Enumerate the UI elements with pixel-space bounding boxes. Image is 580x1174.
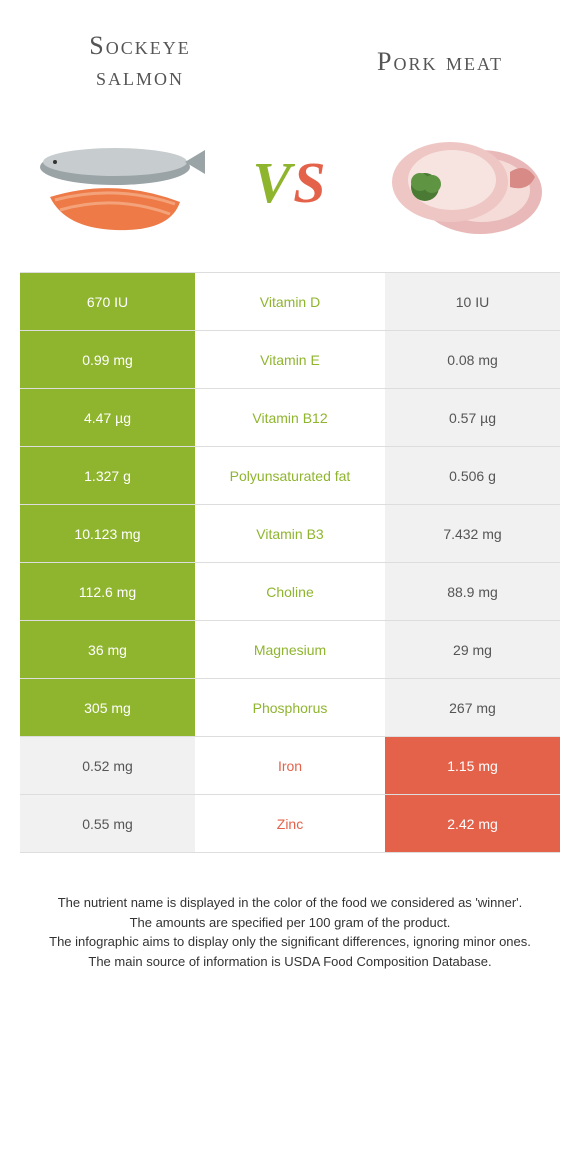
cell-left-value: 305 mg bbox=[20, 679, 195, 736]
table-row: 0.55 mgZinc2.42 mg bbox=[20, 795, 560, 853]
cell-nutrient-name: Zinc bbox=[195, 795, 385, 852]
cell-nutrient-name: Vitamin B3 bbox=[195, 505, 385, 562]
cell-left-value: 10.123 mg bbox=[20, 505, 195, 562]
cell-left-value: 0.55 mg bbox=[20, 795, 195, 852]
table-row: 36 mgMagnesium29 mg bbox=[20, 621, 560, 679]
cell-right-value: 10 IU bbox=[385, 273, 560, 330]
cell-nutrient-name: Magnesium bbox=[195, 621, 385, 678]
food-title-left: Sockeye salmon bbox=[50, 30, 230, 92]
cell-right-value: 0.506 g bbox=[385, 447, 560, 504]
cell-right-value: 267 mg bbox=[385, 679, 560, 736]
vs-v: V bbox=[253, 150, 294, 215]
food-image-right bbox=[370, 122, 560, 242]
table-row: 670 IUVitamin D10 IU bbox=[20, 273, 560, 331]
cell-nutrient-name: Choline bbox=[195, 563, 385, 620]
cell-right-value: 1.15 mg bbox=[385, 737, 560, 794]
cell-right-value: 0.08 mg bbox=[385, 331, 560, 388]
cell-nutrient-name: Polyunsaturated fat bbox=[195, 447, 385, 504]
cell-left-value: 1.327 g bbox=[20, 447, 195, 504]
table-row: 0.52 mgIron1.15 mg bbox=[20, 737, 560, 795]
cell-right-value: 88.9 mg bbox=[385, 563, 560, 620]
footer-line: The main source of information is USDA F… bbox=[40, 952, 540, 972]
nutrient-table: 670 IUVitamin D10 IU0.99 mgVitamin E0.08… bbox=[20, 272, 560, 853]
cell-left-value: 112.6 mg bbox=[20, 563, 195, 620]
cell-right-value: 0.57 µg bbox=[385, 389, 560, 446]
table-row: 1.327 gPolyunsaturated fat0.506 g bbox=[20, 447, 560, 505]
table-row: 4.47 µgVitamin B120.57 µg bbox=[20, 389, 560, 447]
cell-nutrient-name: Vitamin B12 bbox=[195, 389, 385, 446]
header: Sockeye salmon Pork meat bbox=[0, 0, 580, 112]
cell-left-value: 0.52 mg bbox=[20, 737, 195, 794]
cell-left-value: 670 IU bbox=[20, 273, 195, 330]
food-title-right: Pork meat bbox=[350, 46, 530, 77]
footer-line: The nutrient name is displayed in the co… bbox=[40, 893, 540, 913]
cell-nutrient-name: Iron bbox=[195, 737, 385, 794]
cell-right-value: 29 mg bbox=[385, 621, 560, 678]
table-row: 305 mgPhosphorus267 mg bbox=[20, 679, 560, 737]
vs-label: VS bbox=[253, 149, 328, 216]
footer-line: The infographic aims to display only the… bbox=[40, 932, 540, 952]
footer-line: The amounts are specified per 100 gram o… bbox=[40, 913, 540, 933]
cell-right-value: 2.42 mg bbox=[385, 795, 560, 852]
vs-s: S bbox=[293, 150, 327, 215]
table-row: 0.99 mgVitamin E0.08 mg bbox=[20, 331, 560, 389]
vs-row: VS bbox=[0, 112, 580, 272]
cell-left-value: 4.47 µg bbox=[20, 389, 195, 446]
cell-right-value: 7.432 mg bbox=[385, 505, 560, 562]
cell-left-value: 0.99 mg bbox=[20, 331, 195, 388]
table-row: 112.6 mgCholine88.9 mg bbox=[20, 563, 560, 621]
cell-nutrient-name: Phosphorus bbox=[195, 679, 385, 736]
cell-nutrient-name: Vitamin E bbox=[195, 331, 385, 388]
footer-notes: The nutrient name is displayed in the co… bbox=[0, 893, 580, 971]
table-row: 10.123 mgVitamin B37.432 mg bbox=[20, 505, 560, 563]
food-image-left bbox=[20, 122, 210, 242]
cell-nutrient-name: Vitamin D bbox=[195, 273, 385, 330]
cell-left-value: 36 mg bbox=[20, 621, 195, 678]
